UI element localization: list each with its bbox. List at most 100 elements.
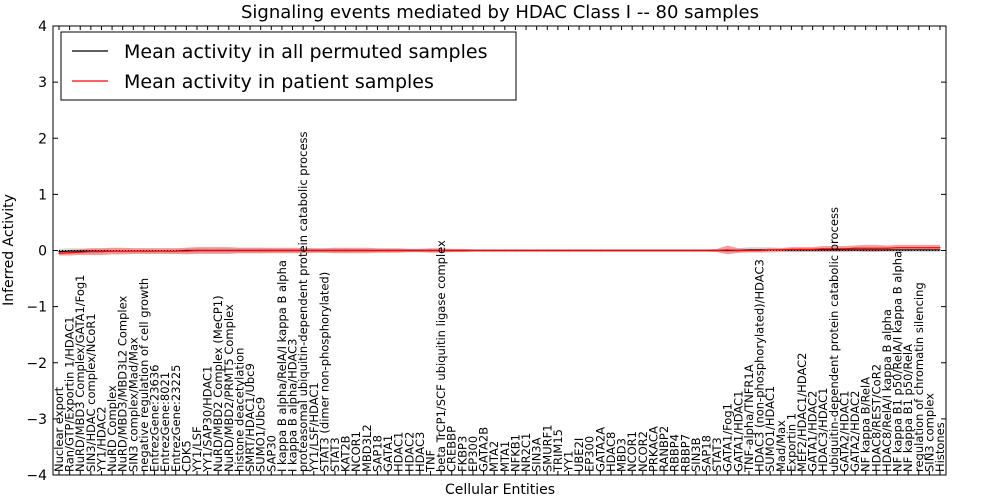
data-point-s1-47 — [557, 250, 558, 251]
y-tick-label: 2 — [38, 131, 47, 147]
y-tick-label: 1 — [38, 187, 47, 203]
data-point-s1-72 — [823, 248, 824, 249]
data-point-s0-2 — [80, 250, 81, 251]
data-point-s1-66 — [759, 250, 760, 251]
data-point-s1-56 — [653, 250, 654, 251]
y-tick-label: −2 — [26, 356, 47, 372]
data-point-s1-45 — [536, 250, 537, 251]
y-axis-label: Inferred Activity — [1, 194, 17, 306]
data-point-s1-0 — [58, 253, 59, 254]
data-point-s1-61 — [706, 250, 707, 251]
data-point-s1-16 — [228, 250, 229, 251]
data-point-s1-58 — [674, 250, 675, 251]
data-point-s1-77 — [876, 248, 877, 249]
data-point-s1-80 — [908, 247, 909, 248]
legend: Mean activity in all permuted samples Me… — [61, 32, 516, 100]
data-point-s0-0 — [58, 251, 59, 252]
y-tick-label: 4 — [38, 19, 47, 35]
data-point-s1-1 — [69, 252, 70, 253]
category-label: Histones — [933, 422, 947, 472]
data-point-s1-79 — [897, 247, 898, 248]
y-tick-label: −4 — [26, 468, 47, 484]
data-point-s1-48 — [568, 250, 569, 251]
data-point-s1-39 — [472, 250, 473, 251]
data-point-s1-24 — [313, 250, 314, 251]
chart-canvas: Signaling events mediated by HDAC Class … — [0, 0, 1000, 500]
data-point-s1-18 — [249, 250, 250, 251]
data-point-s1-46 — [547, 250, 548, 251]
data-point-s1-6 — [122, 250, 123, 251]
data-point-s1-50 — [589, 250, 590, 251]
data-point-s1-12 — [186, 250, 187, 251]
data-point-s1-41 — [494, 250, 495, 251]
data-point-s1-42 — [504, 250, 505, 251]
data-point-s1-38 — [462, 250, 463, 251]
data-point-s1-54 — [632, 250, 633, 251]
data-point-s1-35 — [430, 250, 431, 251]
data-point-s1-44 — [525, 250, 526, 251]
data-point-s0-80 — [908, 249, 909, 250]
data-point-s0-72 — [823, 249, 824, 250]
data-point-s1-71 — [812, 249, 813, 250]
data-point-s1-59 — [685, 250, 686, 251]
data-point-s1-33 — [409, 250, 410, 251]
data-point-s1-10 — [165, 250, 166, 251]
y-tick-label: 3 — [38, 75, 47, 91]
data-point-s1-83 — [939, 247, 940, 248]
data-point-s1-15 — [218, 250, 219, 251]
data-point-s1-64 — [738, 250, 739, 251]
data-point-s1-57 — [663, 250, 664, 251]
data-point-s1-40 — [483, 250, 484, 251]
data-point-s1-37 — [451, 250, 452, 251]
data-point-s1-53 — [621, 250, 622, 251]
data-point-s1-49 — [579, 250, 580, 251]
data-point-s1-78 — [886, 248, 887, 249]
data-point-s1-20 — [271, 250, 272, 251]
data-point-s1-26 — [334, 250, 335, 251]
data-point-s1-11 — [175, 250, 176, 251]
data-point-s0-76 — [865, 249, 866, 250]
data-point-s0-78 — [886, 249, 887, 250]
y-tick-label: −1 — [26, 300, 47, 316]
y-tick-label: 0 — [38, 244, 47, 260]
data-point-s1-67 — [770, 249, 771, 250]
data-point-s1-69 — [791, 249, 792, 250]
data-point-s1-65 — [748, 250, 749, 251]
data-point-s1-7 — [133, 250, 134, 251]
data-point-s1-76 — [865, 248, 866, 249]
data-point-s0-81 — [918, 249, 919, 250]
data-point-s1-19 — [260, 250, 261, 251]
data-point-s1-43 — [515, 250, 516, 251]
data-point-s1-14 — [207, 250, 208, 251]
data-point-s1-31 — [387, 250, 388, 251]
data-point-s1-22 — [292, 250, 293, 251]
data-point-s1-75 — [854, 248, 855, 249]
data-point-s0-75 — [854, 249, 855, 250]
data-point-s1-63 — [727, 249, 728, 250]
data-point-s1-52 — [610, 250, 611, 251]
data-point-s1-51 — [600, 250, 601, 251]
data-point-s1-28 — [356, 250, 357, 251]
data-point-s1-2 — [80, 252, 81, 253]
data-point-s1-29 — [366, 250, 367, 251]
data-point-s1-55 — [642, 250, 643, 251]
data-point-s0-1 — [69, 250, 70, 251]
data-point-s1-25 — [324, 250, 325, 251]
data-point-s1-74 — [844, 248, 845, 249]
data-point-s1-81 — [918, 247, 919, 248]
data-point-s1-4 — [101, 251, 102, 252]
data-point-s0-77 — [876, 249, 877, 250]
data-point-s0-82 — [929, 249, 930, 250]
chart-title: Signaling events mediated by HDAC Class … — [241, 2, 759, 23]
data-point-s1-62 — [717, 250, 718, 251]
data-point-s1-30 — [377, 250, 378, 251]
data-point-s0-83 — [939, 249, 940, 250]
data-point-s1-17 — [239, 250, 240, 251]
data-point-s1-13 — [196, 250, 197, 251]
data-point-s1-5 — [111, 250, 112, 251]
data-point-s1-27 — [345, 250, 346, 251]
legend-label-patient: Mean activity in patient samples — [124, 71, 434, 93]
data-point-s1-3 — [90, 251, 91, 252]
y-tick-label: −3 — [26, 412, 47, 428]
data-point-s0-74 — [844, 249, 845, 250]
